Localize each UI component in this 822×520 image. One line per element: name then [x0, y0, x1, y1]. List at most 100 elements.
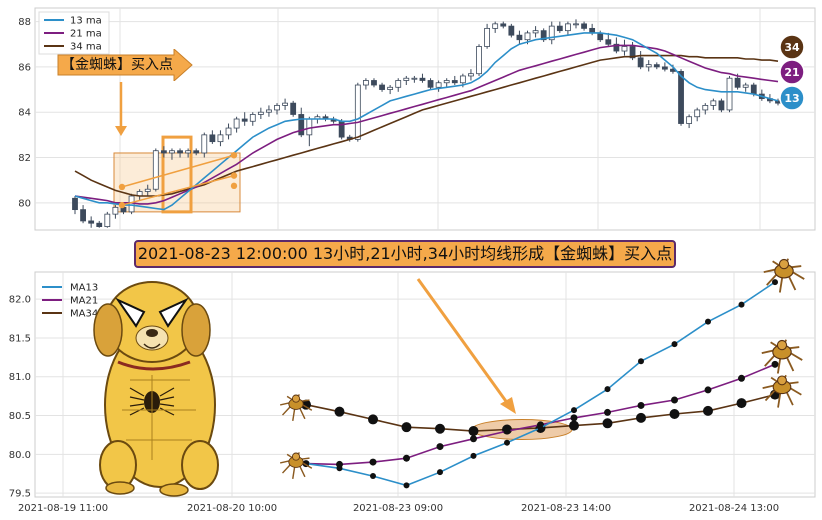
candle-body	[371, 80, 377, 86]
candle-body	[605, 39, 612, 45]
bottom-y-tick-label: 81.0	[9, 372, 31, 383]
bottom-x-tick-label: 2021-08-20 10:00	[187, 503, 277, 514]
candle-body	[710, 100, 717, 106]
candle-body	[459, 75, 466, 84]
top-legend-label: 13 ma	[70, 16, 102, 27]
bottom-x-tick-label: 2021-08-19 11:00	[18, 503, 108, 514]
candle-body	[750, 84, 757, 95]
candle-body	[686, 116, 693, 124]
candle-body	[104, 213, 111, 228]
bottom-point-ma34	[468, 426, 479, 437]
spider-head	[776, 339, 788, 351]
candle-body	[524, 32, 531, 41]
candle-body	[613, 43, 620, 52]
bottom-y-tick-label: 80.0	[9, 450, 31, 461]
candle-body	[241, 118, 248, 122]
bottom-point-ma21	[604, 408, 611, 416]
bottom-point-ma34	[301, 399, 311, 410]
bottom-point-ma34	[368, 414, 378, 425]
candle-body	[581, 23, 587, 29]
spider-head	[291, 452, 301, 461]
bottom-point-ma13	[470, 452, 477, 459]
candle-body	[395, 80, 402, 88]
candle-body	[427, 80, 434, 88]
mascot-mouth	[143, 343, 161, 349]
spider-icon	[763, 258, 805, 293]
buy-point-label: 【金蜘蛛】买入点	[61, 57, 173, 73]
bottom-point-ma13	[671, 341, 678, 348]
bottom-point-ma21	[637, 401, 645, 409]
mascot-foot-left	[105, 481, 135, 495]
bottom-point-ma13	[772, 279, 778, 286]
candle-body	[72, 197, 78, 211]
candle-body	[298, 114, 305, 136]
bottom-point-ma13	[571, 407, 577, 414]
candle-body	[185, 150, 192, 154]
candle-body	[152, 150, 159, 190]
candle-body	[508, 25, 515, 36]
candle-body	[201, 134, 208, 154]
ma-badge-label: 34	[784, 41, 800, 54]
bottom-point-ma13	[336, 465, 343, 472]
candle-body	[354, 84, 361, 140]
candle-body	[451, 80, 458, 84]
bottom-point-ma34	[569, 420, 579, 431]
mascot-emblem-leg	[129, 407, 145, 416]
bottom-point-ma34	[736, 398, 747, 409]
bottom-point-ma34	[602, 418, 613, 429]
top-candlestick-panel: 80 82 84 86 88 13 ma 21 ma 34 ma 34 21 13	[18, 7, 816, 231]
bottom-point-ma13	[370, 473, 376, 480]
candle-body	[209, 134, 216, 143]
candle-body	[726, 77, 733, 111]
candle-body	[629, 46, 636, 59]
ma-badge	[779, 34, 805, 60]
mascot-emblem-leg	[129, 403, 145, 407]
top-y-tick-label: 84	[18, 108, 31, 119]
ma-badge	[779, 85, 805, 111]
bottom-point-ma21	[403, 454, 410, 462]
bottom-point-ma13	[638, 358, 644, 365]
mascot-foot-right	[159, 483, 189, 497]
bottom-point-ma13	[437, 469, 443, 476]
mascot-emblem-leg	[129, 387, 145, 397]
mascot-emblem-leg	[129, 396, 145, 401]
bottom-x-tick-label: 2021-08-23 14:00	[521, 503, 611, 514]
bottom-x-tick-label: 2021-08-24 13:00	[689, 503, 779, 514]
bottom-legend: MA13 MA21 MA34	[42, 283, 98, 320]
mascot-eye-right	[158, 297, 189, 328]
mascot-ear-right	[181, 303, 211, 357]
bottom-point-ma13	[738, 301, 745, 308]
decorations	[93, 258, 805, 497]
candle-body	[500, 23, 507, 27]
candle-body	[637, 57, 644, 68]
spider-icon	[280, 452, 313, 479]
candle-body	[653, 64, 660, 68]
bottom-point-ma21	[470, 435, 477, 443]
bottom-point-ma21	[369, 458, 377, 466]
candle-body	[419, 77, 426, 81]
candle-body	[177, 150, 183, 154]
spider-head	[291, 394, 301, 403]
candle-body	[193, 150, 200, 154]
top-y-tick-label: 82	[18, 153, 31, 164]
candle-body	[144, 188, 151, 192]
candle-body	[96, 222, 103, 228]
candle-body	[484, 27, 491, 47]
candle-body	[661, 66, 668, 70]
mascot-emblem-leg	[159, 387, 175, 397]
candle-body	[128, 195, 135, 213]
candle-body	[282, 102, 288, 106]
candle-body	[403, 77, 410, 81]
candle-body	[233, 118, 240, 129]
bottom-x-tick-label: 2021-08-23 09:00	[353, 503, 443, 514]
candle-body	[306, 118, 313, 136]
candle-body	[443, 80, 450, 84]
candle-body	[556, 25, 563, 32]
mascot-emblem-leg	[159, 407, 175, 416]
buy-zone-highlight	[161, 135, 193, 214]
mascot-emblem-leg	[159, 396, 175, 401]
bottom-point-ma34	[636, 412, 646, 423]
bottom-y-tick-label: 81.5	[9, 333, 31, 344]
